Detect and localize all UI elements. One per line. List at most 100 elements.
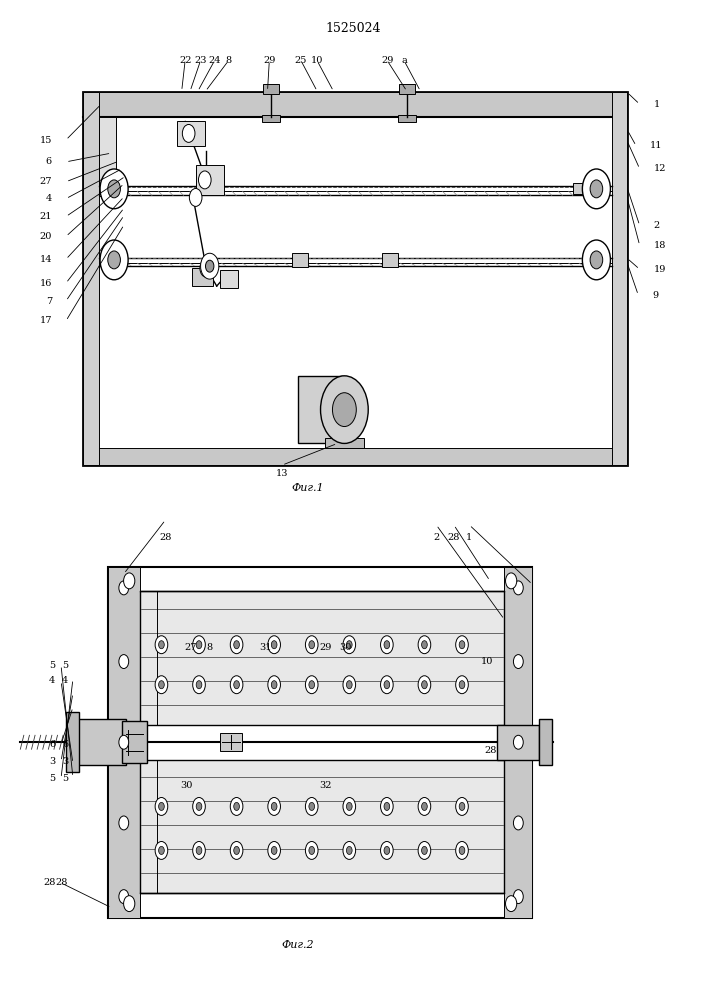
Text: 16: 16 [40, 279, 52, 288]
Circle shape [124, 896, 135, 912]
Circle shape [380, 798, 393, 815]
Bar [293, 253, 308, 267]
Text: 5: 5 [49, 774, 55, 783]
Bar [139, 760, 504, 893]
Circle shape [234, 802, 240, 810]
Text: 30: 30 [339, 643, 351, 652]
Circle shape [418, 841, 431, 859]
Circle shape [309, 846, 315, 854]
Circle shape [380, 636, 393, 654]
Circle shape [384, 641, 390, 649]
Bar [399, 84, 414, 94]
Circle shape [456, 841, 468, 859]
Circle shape [196, 681, 202, 689]
Circle shape [305, 676, 318, 694]
Text: 17: 17 [40, 316, 52, 325]
Circle shape [230, 676, 243, 694]
Text: 21: 21 [40, 212, 52, 221]
Circle shape [418, 676, 431, 694]
Circle shape [234, 846, 240, 854]
Circle shape [346, 681, 352, 689]
Circle shape [305, 841, 318, 859]
Circle shape [456, 798, 468, 815]
Circle shape [271, 641, 277, 649]
Text: Фиг.1: Фиг.1 [291, 483, 325, 493]
Text: 6: 6 [46, 157, 52, 166]
Bar [83, 92, 99, 465]
Text: 9: 9 [653, 291, 658, 300]
Circle shape [158, 802, 164, 810]
Bar [66, 712, 78, 772]
Circle shape [346, 802, 352, 810]
Text: 12: 12 [654, 164, 666, 173]
Bar [139, 591, 504, 725]
Text: 5: 5 [62, 661, 68, 670]
Text: 29: 29 [381, 56, 393, 65]
Bar [263, 84, 279, 94]
Circle shape [456, 676, 468, 694]
Circle shape [199, 171, 211, 189]
Text: 3: 3 [49, 757, 55, 766]
Circle shape [583, 169, 610, 209]
Circle shape [206, 260, 214, 272]
Text: Фиг.2: Фиг.2 [281, 940, 314, 950]
Text: 27: 27 [185, 643, 197, 652]
Text: 2: 2 [654, 221, 660, 230]
Circle shape [309, 802, 315, 810]
Text: 23: 23 [194, 56, 207, 65]
Circle shape [271, 846, 277, 854]
Bar [122, 721, 146, 763]
Circle shape [459, 802, 464, 810]
Text: 28: 28 [448, 533, 460, 542]
Bar [336, 441, 354, 448]
Bar [99, 117, 116, 196]
Text: 28: 28 [484, 746, 496, 755]
Circle shape [506, 896, 517, 912]
Text: 28: 28 [43, 878, 55, 887]
Bar [83, 448, 627, 465]
Bar [108, 567, 139, 918]
Circle shape [107, 251, 120, 269]
Text: 19: 19 [654, 265, 666, 274]
Circle shape [268, 636, 281, 654]
Text: 10: 10 [311, 56, 323, 65]
Text: 18: 18 [654, 241, 666, 250]
Text: 5: 5 [62, 774, 68, 783]
Circle shape [201, 253, 219, 279]
Circle shape [196, 846, 202, 854]
Text: 4: 4 [46, 194, 52, 203]
Circle shape [513, 890, 523, 904]
Circle shape [193, 841, 205, 859]
Circle shape [158, 846, 164, 854]
Circle shape [332, 393, 356, 427]
Text: 20: 20 [40, 232, 52, 241]
Circle shape [305, 798, 318, 815]
Text: 31: 31 [259, 643, 272, 652]
Circle shape [380, 841, 393, 859]
Text: 14: 14 [40, 255, 52, 264]
Text: 7: 7 [46, 297, 52, 306]
Circle shape [119, 735, 129, 749]
Circle shape [230, 798, 243, 815]
Circle shape [513, 735, 523, 749]
Circle shape [305, 636, 318, 654]
Circle shape [119, 816, 129, 830]
Bar [262, 115, 280, 122]
Circle shape [590, 180, 603, 198]
Circle shape [343, 798, 356, 815]
Circle shape [230, 841, 243, 859]
Text: 1525024: 1525024 [326, 22, 381, 35]
Circle shape [155, 798, 168, 815]
Circle shape [421, 846, 427, 854]
Circle shape [271, 681, 277, 689]
Bar [83, 92, 627, 465]
Text: 1: 1 [466, 533, 472, 542]
Circle shape [343, 841, 356, 859]
Circle shape [230, 636, 243, 654]
Bar [177, 121, 205, 146]
Circle shape [155, 676, 168, 694]
Text: a: a [401, 56, 407, 65]
Text: 15: 15 [40, 136, 52, 145]
Bar [220, 270, 238, 288]
Text: 6: 6 [49, 740, 55, 749]
